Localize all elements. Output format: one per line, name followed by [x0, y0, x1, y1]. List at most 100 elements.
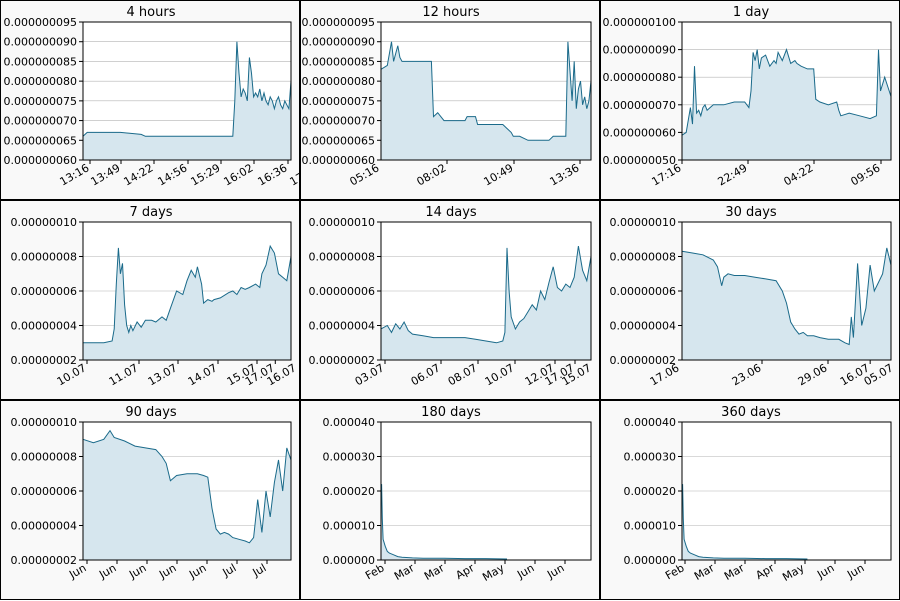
x-tick-label: 29.06	[796, 361, 830, 388]
y-tick-label: 0.00000002	[11, 354, 77, 367]
y-tick-label: 0.000020	[624, 485, 677, 498]
x-tick-label: 16:02	[222, 161, 256, 188]
x-tick-label: 13:36	[548, 161, 582, 188]
y-tick-label: 0.000000090	[302, 36, 375, 49]
series-line	[83, 244, 292, 344]
y-tick-label: 0.00000008	[11, 451, 77, 464]
chart-title: 7 days	[129, 205, 172, 220]
x-tick-label: 10:49	[482, 161, 516, 188]
series-line	[380, 41, 592, 141]
y-tick-label: 0.000000085	[4, 55, 77, 68]
plot-frame	[380, 21, 592, 161]
x-tick-label: 08:02	[415, 161, 449, 188]
chart-panel: 14 days 0.00000002 0.00000004 0.00000006 0.0…	[300, 200, 600, 400]
series-line	[380, 484, 508, 560]
y-tick-label: 0.000000	[323, 554, 376, 567]
x-tick-label: 22:49	[716, 161, 750, 188]
y-tick-label: 0.00000004	[11, 520, 77, 533]
chart-panel: 30 days 0.00000002 0.00000004 0.00000006 0.0…	[600, 200, 900, 400]
y-tick-label: 0.000000095	[4, 16, 77, 29]
y-tick-label: 0.000040	[624, 416, 677, 429]
y-tick-label: 0.000000070	[603, 99, 676, 112]
y-tick-label: 0.00000010	[11, 216, 77, 229]
chart-svg: 180 days 0.000000 0.000010 0.000020 0.000030…	[323, 405, 592, 584]
y-tick-label: 0.00000006	[11, 285, 77, 298]
x-tick-label: May	[480, 561, 507, 584]
chart-title: 4 hours	[127, 5, 176, 20]
y-tick-label: 0.00000006	[11, 485, 77, 498]
x-tick-label: Jun	[814, 561, 836, 581]
y-tick-label: 0.00000002	[610, 354, 676, 367]
y-tick-label: 0.000000095	[302, 16, 375, 29]
y-tick-label: 0.00000006	[610, 285, 676, 298]
x-tick-label: 13.07	[146, 361, 180, 388]
series-area	[83, 246, 291, 360]
x-tick-label: May	[780, 561, 807, 584]
chart-title: 360 days	[721, 405, 781, 420]
plot-frame	[681, 221, 892, 361]
series-area	[682, 49, 891, 160]
x-tick-label: 14:56	[156, 161, 190, 188]
plot-frame	[82, 221, 292, 361]
y-tick-label: 0.00000002	[309, 354, 375, 367]
y-tick-label: 0.000030	[624, 451, 677, 464]
chart-svg: 7 days 0.00000002 0.00000004 0.00000006 0.00…	[11, 205, 299, 388]
y-tick-label: 0.000030	[323, 451, 376, 464]
y-tick-label: 0.00000008	[309, 251, 375, 264]
y-tick-label: 0.000000075	[4, 95, 77, 108]
x-tick-label: 09:56	[849, 161, 883, 188]
x-tick-label: Jun	[514, 561, 536, 581]
x-tick-label: 17:09	[288, 161, 301, 188]
x-tick-label: 11.07	[107, 361, 141, 388]
y-tick-label: 0.000000065	[302, 134, 375, 147]
chart-svg: 30 days 0.00000002 0.00000004 0.00000006 0.0…	[610, 205, 896, 388]
y-tick-label: 0.00000010	[610, 216, 676, 229]
x-tick-label: 14:22	[122, 161, 156, 188]
y-tick-label: 0.000010	[624, 520, 677, 533]
series-line	[82, 41, 292, 137]
plot-frame	[380, 221, 592, 361]
x-tick-label: 10.07	[483, 361, 517, 388]
plot-frame	[82, 21, 292, 161]
chart-title: 14 days	[425, 205, 477, 220]
x-tick-label: Jun	[186, 561, 208, 581]
chart-svg: 90 days 0.00000002 0.00000004 0.00000006 0.0…	[11, 405, 292, 582]
y-tick-label: 0.000000060	[4, 154, 77, 167]
x-tick-label: Mar	[422, 561, 447, 583]
y-tick-label: 0.000000080	[302, 75, 375, 88]
x-tick-label: Mar	[692, 561, 717, 583]
y-tick-label: 0.000000	[624, 554, 677, 567]
chart-panel: 1 day 0.000000050 0.000000060 0.000000070 0.…	[600, 0, 900, 200]
series-line	[681, 484, 808, 560]
x-tick-label: Jul	[250, 561, 269, 579]
plot-frame	[681, 21, 892, 161]
chart-svg: 1 day 0.000000050 0.000000060 0.000000070 0.…	[603, 5, 892, 188]
y-tick-label: 0.000000060	[603, 126, 676, 139]
series-area	[381, 41, 591, 161]
chart-title: 180 days	[421, 405, 481, 420]
chart-panel: 90 days 0.00000002 0.00000004 0.00000006 0.0…	[0, 400, 300, 600]
y-tick-label: 0.000000090	[4, 36, 77, 49]
x-tick-label: Jun	[544, 561, 566, 581]
chart-svg: 4 hours 0.000000060 0.000000065 0.000000070…	[4, 5, 301, 188]
y-tick-label: 0.00000008	[11, 251, 77, 264]
y-tick-label: 0.000000060	[302, 154, 375, 167]
y-tick-label: 0.000040	[323, 416, 376, 429]
chart-svg: 14 days 0.00000002 0.00000004 0.00000006 0.0…	[309, 205, 594, 388]
y-tick-label: 0.000000085	[302, 55, 375, 68]
chart-panel: 4 hours 0.000000060 0.000000065 0.000000070…	[0, 0, 301, 200]
x-tick-label: Apr	[754, 561, 777, 582]
x-tick-label: 14.07	[186, 361, 220, 388]
y-tick-label: 0.000010	[323, 520, 376, 533]
chart-panel: 180 days 0.000000 0.000010 0.000020 0.000030…	[300, 400, 600, 600]
x-tick-label: Mar	[392, 561, 417, 583]
x-tick-label: 04:22	[782, 161, 816, 188]
chart-svg: 360 days 0.000000 0.000010 0.000020 0.000030…	[624, 405, 892, 584]
x-tick-label: Jun	[844, 561, 866, 581]
y-tick-label: 0.00000004	[11, 320, 77, 333]
chart-title: 1 day	[733, 5, 770, 20]
chart-svg: 12 hours 0.000000060 0.000000065 0.00000007…	[302, 5, 592, 188]
y-tick-label: 0.000000080	[4, 75, 77, 88]
series-area	[83, 41, 291, 161]
x-tick-label: Jun	[96, 561, 118, 581]
